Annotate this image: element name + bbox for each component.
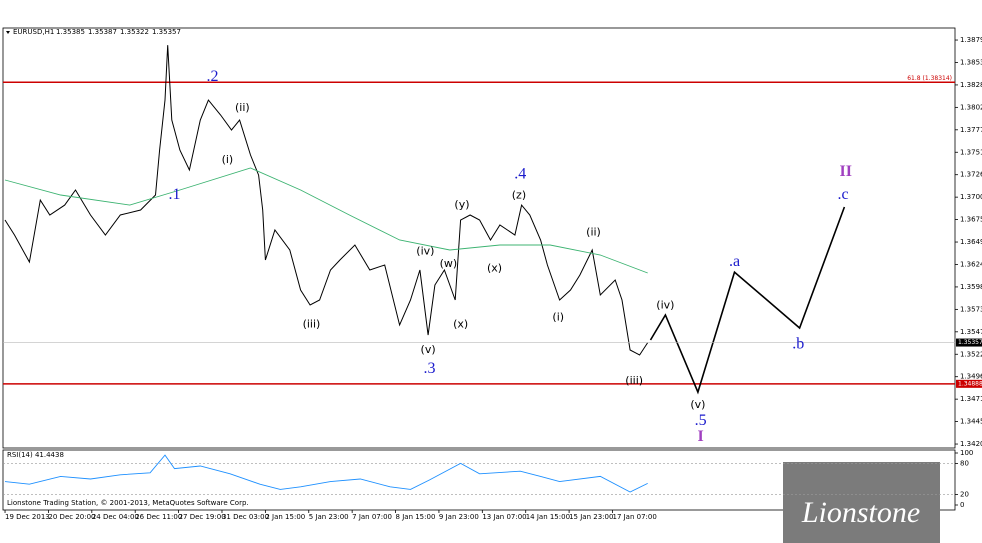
y-tick-label: 1.37519 — [960, 148, 982, 156]
x-tick-label: 24 Dec 04:00 — [92, 513, 139, 521]
logo: Lionstone — [801, 496, 920, 529]
wave-label: .a — [729, 253, 740, 270]
wave-label: .b — [792, 336, 804, 353]
wave-label: .1 — [169, 186, 181, 203]
wave-label: (w) — [440, 257, 458, 270]
x-tick-label: 8 Jan 15:00 — [396, 513, 436, 521]
y-tick-label: 1.34714 — [960, 395, 982, 403]
wave-label: I — [698, 428, 704, 445]
y-tick-label: 1.35734 — [960, 305, 982, 313]
series-line — [649, 206, 846, 395]
rsi-tick-label: 20 — [960, 491, 969, 499]
wave-label: (x) — [487, 261, 502, 274]
x-tick-label: 27 Dec 19:00 — [179, 513, 226, 521]
y-tick-label: 1.36754 — [960, 216, 982, 224]
current-price-tag — [956, 338, 982, 347]
x-tick-label: 13 Jan 07:00 — [482, 513, 526, 521]
x-tick-label: 7 Jan 07:00 — [352, 513, 392, 521]
wave-label: (iii) — [303, 318, 321, 331]
wave-label: (ii) — [235, 101, 250, 114]
rsi-tick-label: 0 — [960, 501, 964, 509]
footer: Lionstone Trading Station, © 2001-2013, … — [7, 499, 249, 507]
price-tag-label: 1.34888 — [958, 380, 982, 387]
current-price-label: 1.35357 — [958, 339, 982, 346]
wave-label: .5 — [695, 412, 707, 429]
wave-label: (ii) — [586, 225, 601, 238]
y-tick-label: 1.37774 — [960, 126, 982, 134]
wave-label: (z) — [512, 188, 526, 201]
x-tick-label: 20 Dec 20:00 — [48, 513, 95, 521]
x-tick-label: 5 Jan 23:00 — [309, 513, 349, 521]
x-tick-label: 31 Dec 03:00 — [222, 513, 269, 521]
wave-label: (x) — [453, 318, 468, 331]
ohlc-value: 1.35387 — [88, 28, 117, 36]
header: EURUSD,H1 — [13, 28, 54, 36]
series-line — [4, 45, 649, 356]
y-tick-label: 1.37264 — [960, 171, 982, 179]
x-tick-label: 19 Dec 2013 — [5, 513, 50, 521]
rsi-tick-label: 80 — [960, 459, 969, 467]
price-tag — [956, 379, 982, 388]
y-tick-label: 1.35224 — [960, 350, 982, 358]
wave-label: .2 — [206, 68, 218, 85]
rsi-pane — [2, 449, 956, 511]
symbol: EURUSD,H1 — [13, 28, 54, 36]
wave-label: (iii) — [625, 374, 643, 387]
wave-label: (iv) — [416, 245, 434, 258]
rsi-tick-label: 100 — [960, 449, 973, 457]
y-tick-label: 1.38029 — [960, 103, 982, 111]
y-tick-label: 1.34204 — [960, 440, 982, 448]
y-tick-label: 1.36244 — [960, 260, 982, 268]
logo-box — [783, 462, 940, 543]
wave-label: II — [839, 163, 851, 180]
rsi-line — [4, 454, 648, 493]
wave-label: .3 — [423, 360, 435, 377]
x-tick-label: 9 Jan 23:00 — [439, 513, 479, 521]
y-tick-label: 1.38284 — [960, 81, 982, 89]
y-tick-label: 1.35989 — [960, 283, 982, 291]
y-tick-label: 1.35479 — [960, 328, 982, 336]
y-tick-label: 1.38539 — [960, 58, 982, 66]
x-tick-label: 14 Jan 15:00 — [526, 513, 570, 521]
x-tick-label: 17 Jan 07:00 — [612, 513, 656, 521]
menu-arrow — [6, 31, 10, 34]
series-line — [4, 167, 648, 274]
wave-label: (y) — [454, 198, 469, 211]
wave-label: (iv) — [656, 298, 674, 311]
y-tick-label: 1.36499 — [960, 238, 982, 246]
wave-label: (v) — [421, 343, 436, 356]
ohlc-value: 1.35385 — [56, 28, 85, 36]
x-tick-label: 2 Jan 15:00 — [265, 513, 305, 521]
level-label: 61.8 (1.38314) — [907, 75, 952, 82]
wave-label: (i) — [222, 153, 234, 166]
ohlc-value: 1.35322 — [120, 28, 149, 36]
wave-label: .c — [837, 186, 848, 203]
y-tick-label: 1.34969 — [960, 373, 982, 381]
x-tick-label: 26 Dec 11:00 — [135, 513, 182, 521]
y-tick-label: 1.38794 — [960, 36, 982, 44]
wave-label: .4 — [514, 166, 526, 183]
price-pane — [2, 27, 956, 449]
wave-label: (v) — [690, 398, 705, 411]
y-tick-label: 1.34459 — [960, 418, 982, 426]
x-tick-label: 15 Jan 23:00 — [569, 513, 613, 521]
y-tick-label: 1.37009 — [960, 193, 982, 201]
wave-label: (i) — [552, 311, 564, 324]
rsi-title: RSI(14) 41.4438 — [7, 451, 64, 459]
ohlc-value: 1.35357 — [152, 28, 181, 36]
